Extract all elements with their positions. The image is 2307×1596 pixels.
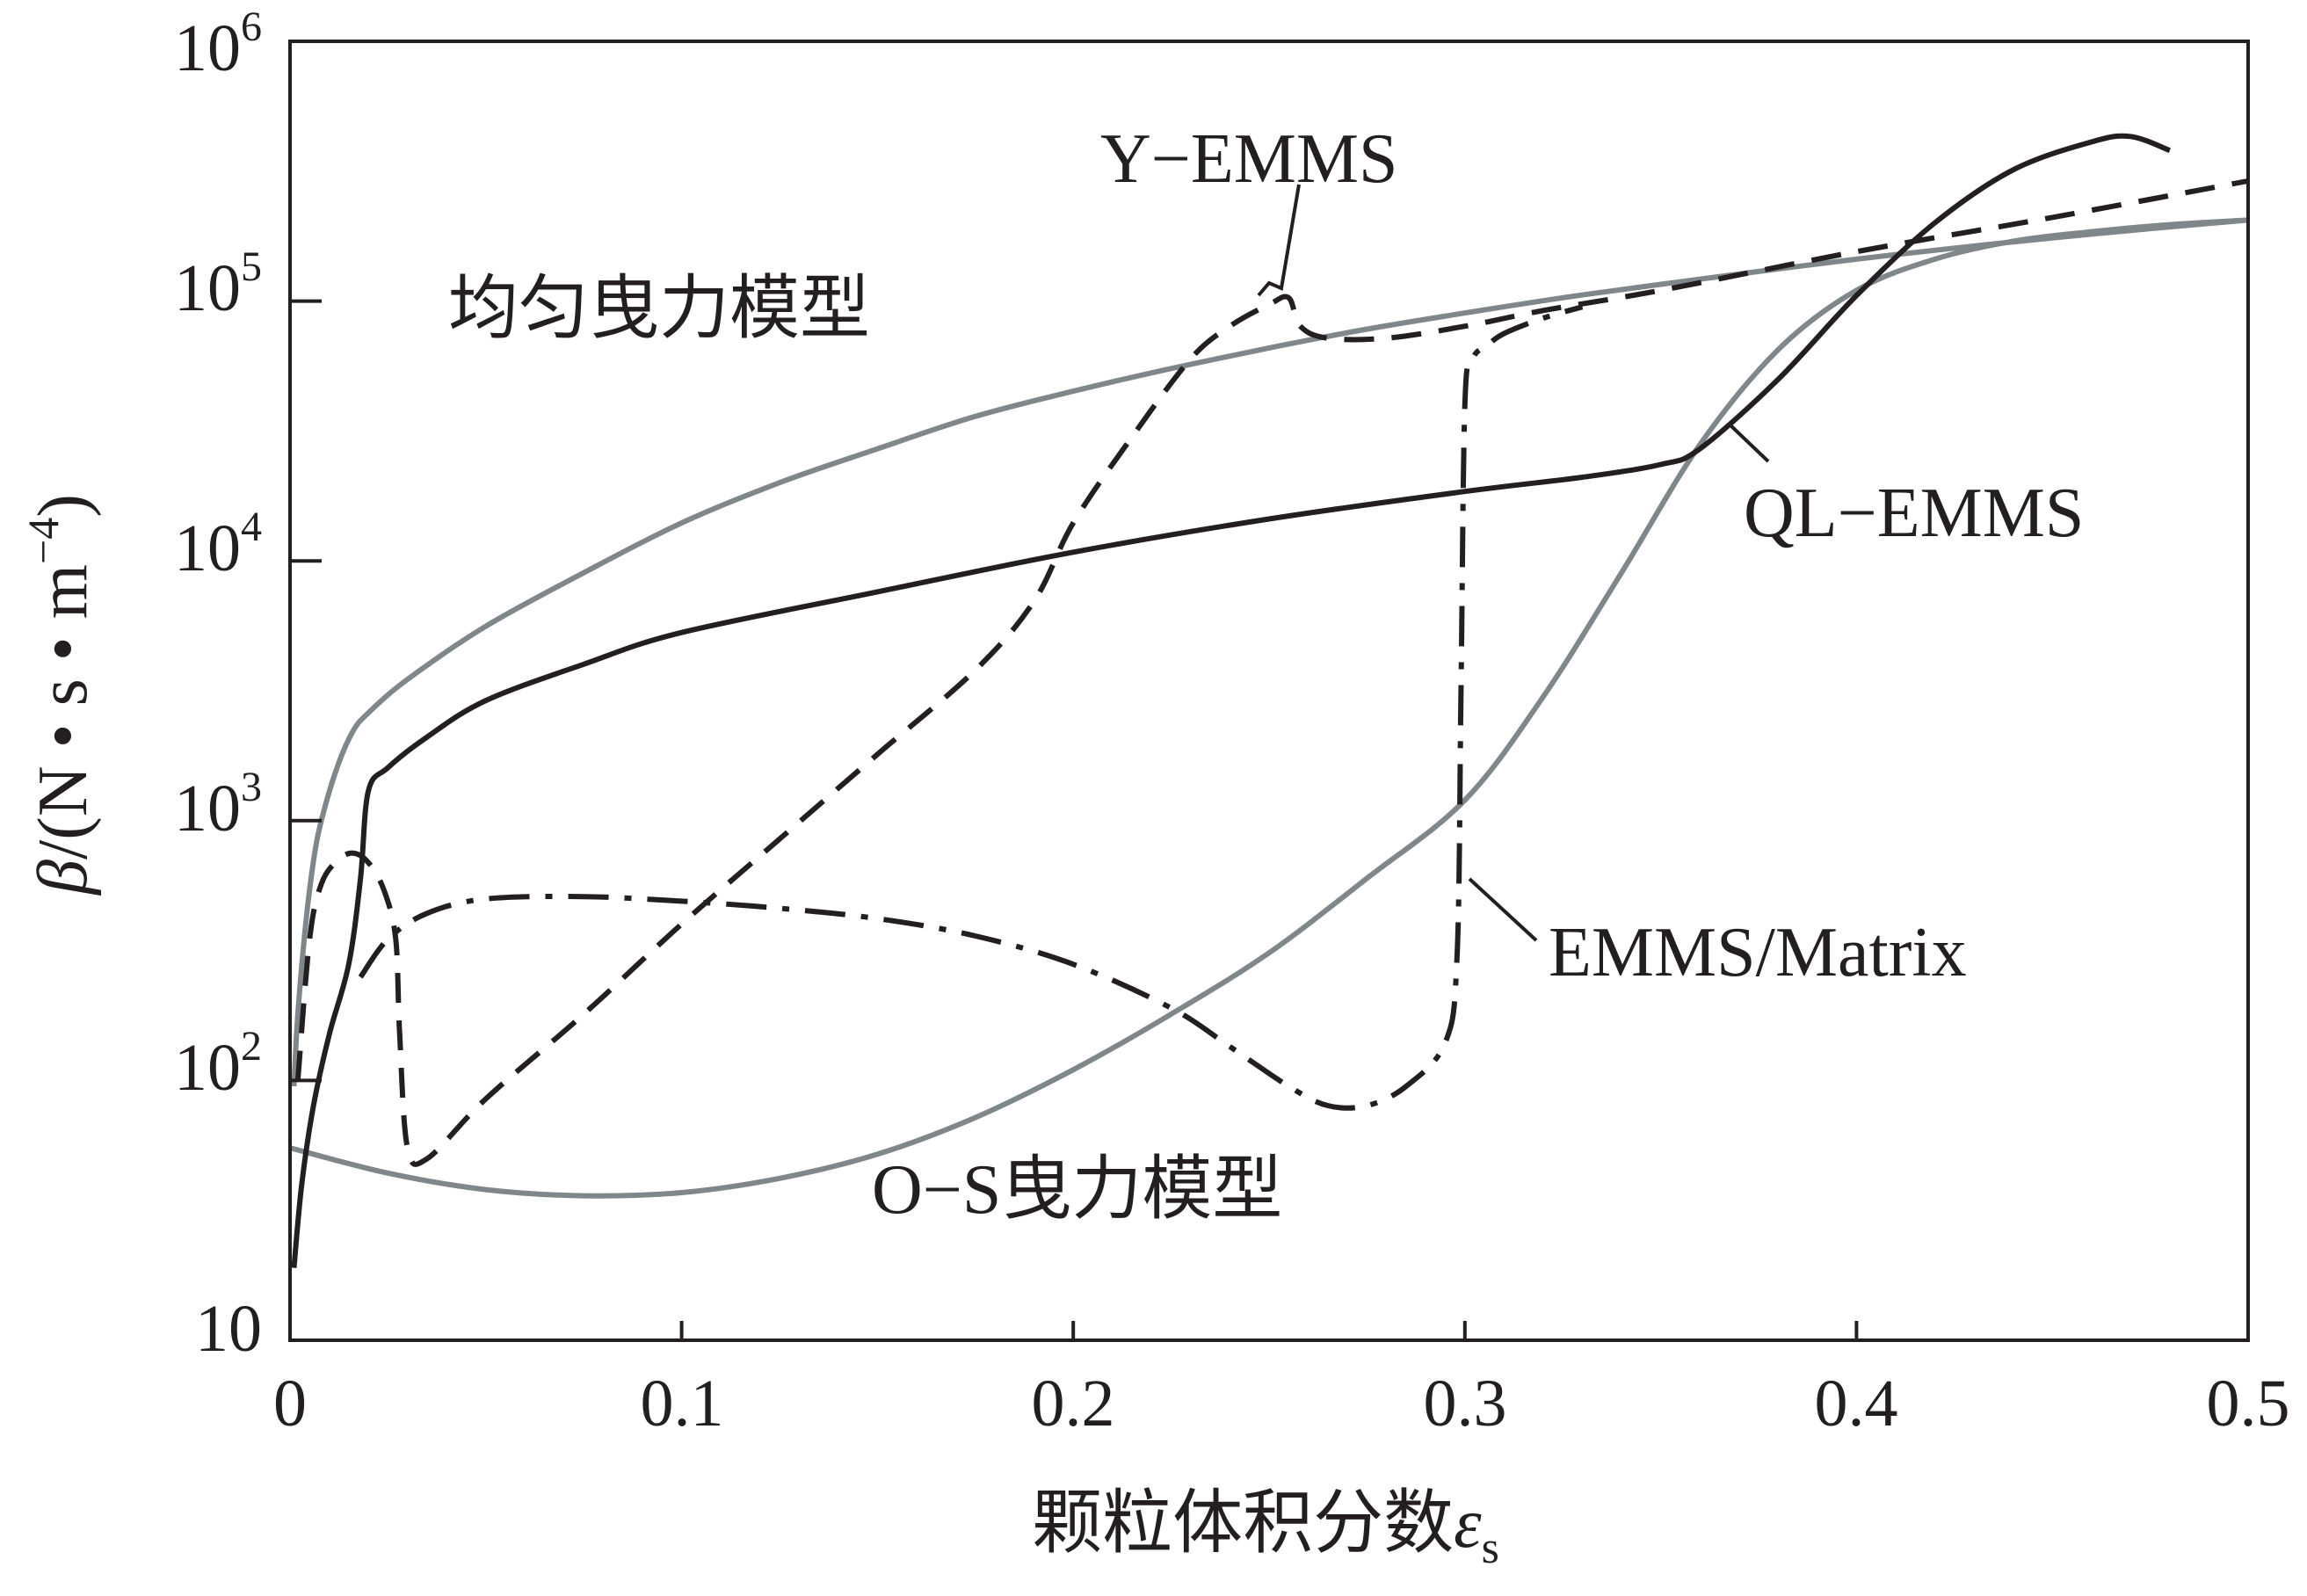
y-tick-label-1e1: 10 bbox=[195, 1292, 262, 1366]
label-o-s-drag-model: O−S曳力模型 bbox=[872, 1151, 1282, 1229]
tick-layer bbox=[290, 299, 1859, 1340]
x-tick-label: 0 bbox=[273, 1367, 307, 1440]
x-tick-label: 0.2 bbox=[1032, 1367, 1115, 1440]
label-emms-matrix: EMMS/Matrix bbox=[1549, 914, 1967, 991]
y-tick-labels: 10 102 103 104 105 106 bbox=[174, 4, 262, 1366]
label-y-emms: Y−EMMS bbox=[1100, 120, 1398, 198]
series-line-ql-emms bbox=[291, 133, 2171, 1268]
series-layer bbox=[289, 133, 2249, 1268]
y-tick-label-1e5: 105 bbox=[174, 243, 262, 325]
x-tick-label: 0.3 bbox=[1424, 1367, 1507, 1440]
series-line-均匀曳力模型 bbox=[291, 217, 2249, 1087]
series-line-emms-matrix bbox=[358, 304, 1584, 1111]
y-tick-label-1e6: 106 bbox=[174, 4, 262, 85]
label-uniform-drag-model: 均匀曳力模型 bbox=[448, 271, 870, 348]
leader-y-emms bbox=[1257, 184, 1301, 297]
y-tick-label-1e3: 103 bbox=[174, 764, 262, 845]
x-axis-title: 颗粒体积分数εs bbox=[1032, 1485, 1499, 1573]
x-tick-labels: 0 0.1 0.2 0.3 0.4 0.5 bbox=[273, 1367, 2290, 1440]
x-tick-label: 0.1 bbox=[641, 1367, 724, 1440]
series-line-o-s曳力模型 bbox=[289, 217, 2249, 1199]
x-tick-label: 0.4 bbox=[1815, 1367, 1898, 1440]
label-ql-emms: QL−EMMS bbox=[1744, 475, 2084, 552]
leader-ql-emms bbox=[1728, 423, 1770, 463]
x-tick-label: 0.5 bbox=[2207, 1367, 2290, 1440]
plot-frame bbox=[288, 40, 2250, 1342]
annotation-leaders bbox=[1257, 184, 1770, 942]
leader-emms-matrix bbox=[1468, 877, 1538, 942]
y-axis-title: β/(N • s • m−4) bbox=[18, 494, 102, 896]
y-tick-label-1e4: 104 bbox=[174, 504, 262, 585]
y-tick-label-1e2: 102 bbox=[174, 1023, 262, 1105]
series-line-y-emms bbox=[294, 178, 2249, 1167]
annotations: 均匀曳力模型 Y−EMMS QL−EMMS EMMS/Matrix O−S曳力模… bbox=[448, 120, 2084, 1229]
